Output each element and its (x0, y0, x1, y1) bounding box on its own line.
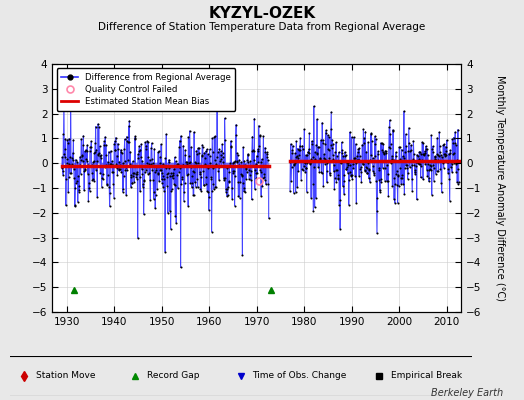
Text: Time of Obs. Change: Time of Obs. Change (253, 372, 347, 380)
Text: Difference of Station Temperature Data from Regional Average: Difference of Station Temperature Data f… (99, 22, 425, 32)
Y-axis label: Monthly Temperature Anomaly Difference (°C): Monthly Temperature Anomaly Difference (… (495, 75, 505, 301)
FancyBboxPatch shape (6, 356, 476, 396)
Text: Berkeley Earth: Berkeley Earth (431, 388, 503, 398)
Text: Station Move: Station Move (36, 372, 95, 380)
Text: Empirical Break: Empirical Break (391, 372, 462, 380)
Legend: Difference from Regional Average, Quality Control Failed, Estimated Station Mean: Difference from Regional Average, Qualit… (57, 68, 235, 111)
Text: Record Gap: Record Gap (147, 372, 199, 380)
Text: KYZYL-OZEK: KYZYL-OZEK (209, 6, 315, 21)
